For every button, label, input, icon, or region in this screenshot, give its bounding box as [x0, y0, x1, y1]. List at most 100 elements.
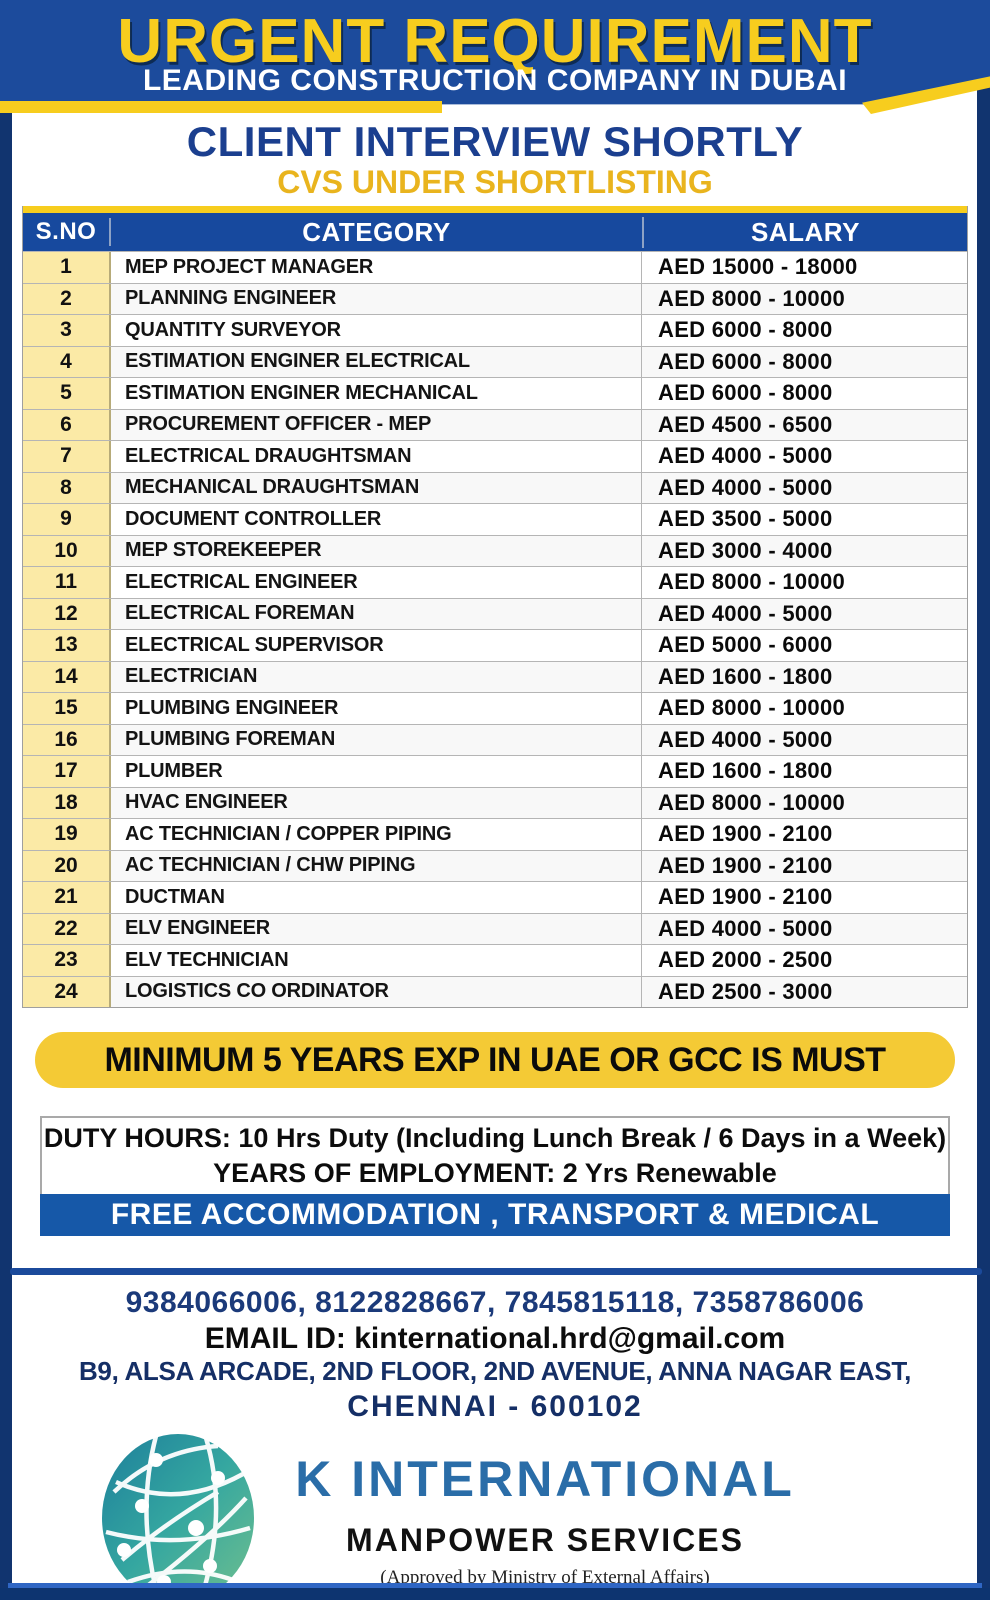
row-salary: AED 4000 - 5000: [658, 474, 833, 500]
row-category: PROCUREMENT OFFICER - MEP: [111, 409, 642, 440]
row-category: QUANTITY SURVEYOR: [111, 315, 642, 346]
poster-title: URGENT REQUIREMENT: [117, 7, 873, 76]
row-category: ESTIMATION ENGINER MECHANICAL: [111, 378, 642, 409]
table-row: 15 PLUMBING ENGINEER AED 8000 - 10000: [23, 692, 967, 724]
duty-hours-label: DUTY HOURS:: [43, 1123, 231, 1153]
row-salary: AED 8000 - 10000: [658, 695, 846, 721]
table-row: 14 ELECTRICIAN AED 1600 - 1800: [23, 660, 967, 692]
row-salary: AED 4000 - 5000: [658, 915, 833, 941]
table-header-row: S.NO CATEGORY SALARY: [23, 213, 967, 251]
row-salary: AED 4000 - 5000: [658, 726, 833, 752]
bottom-border: [0, 1588, 990, 1600]
row-category: DOCUMENT CONTROLLER: [111, 504, 642, 535]
table-row: 16 PLUMBING FOREMAN AED 4000 - 5000: [23, 723, 967, 755]
table-row: 23 ELV TECHNICIAN AED 2000 - 2500: [23, 944, 967, 976]
row-salary: AED 6000 - 8000: [658, 317, 833, 343]
table-row: 12 ELECTRICAL FOREMAN AED 4000 - 5000: [23, 597, 967, 629]
row-sno: 2: [23, 283, 111, 314]
header-accent-stripe: [0, 101, 442, 113]
header-background: [0, 0, 990, 105]
row-category: AC TECHNICIAN / CHW PIPING: [111, 850, 642, 881]
row-sno: 17: [23, 756, 111, 787]
email-label: EMAIL ID:: [204, 1322, 355, 1355]
row-salary: AED 2000 - 2500: [658, 947, 833, 973]
row-sno: 23: [23, 945, 111, 976]
row-sno: 14: [23, 661, 111, 692]
employment-value: 2 Yrs Renewable: [555, 1158, 777, 1188]
row-salary: AED 6000 - 8000: [658, 348, 833, 374]
job-table-body: 1 MEP PROJECT MANAGER AED 15000 - 18000 2 PL…: [23, 251, 967, 1007]
row-salary: AED 2500 - 3000: [658, 978, 833, 1004]
poster-subtitle: LEADING CONSTRUCTION COMPANY IN DUBAI: [142, 64, 848, 97]
row-salary: AED 4000 - 5000: [658, 600, 833, 626]
table-row: 8 MECHANICAL DRAUGHTSMAN AED 4000 - 5000: [23, 471, 967, 503]
duty-hours-box: DUTY HOURS: 10 Hrs Duty (Including Lunch…: [40, 1116, 950, 1194]
footer-branding: K INTERNATIONAL MANPOWER SERVICES (Appro…: [265, 1450, 825, 1589]
row-sno: 4: [23, 346, 111, 377]
row-sno: 5: [23, 378, 111, 409]
cvs-line: CVS UNDER SHORTLISTING: [277, 164, 713, 200]
row-salary: AED 5000 - 6000: [658, 632, 833, 658]
bottom-accent-line: [8, 1583, 982, 1588]
column-header-sno: S.NO: [23, 218, 111, 246]
row-salary: AED 1900 - 2100: [658, 852, 833, 878]
experience-banner: MINIMUM 5 YEARS EXP IN UAE OR GCC IS MUS…: [35, 1032, 955, 1088]
row-sno: 21: [23, 882, 111, 913]
interview-line: CLIENT INTERVIEW SHORTLY: [186, 118, 804, 165]
row-salary: AED 1600 - 1800: [658, 663, 833, 689]
table-row: 13 ELECTRICAL SUPERVISOR AED 5000 - 6000: [23, 629, 967, 661]
address-line-2: CHENNAI - 600102: [347, 1390, 643, 1423]
row-sno: 10: [23, 535, 111, 566]
row-sno: 7: [23, 441, 111, 472]
table-row: 20 AC TECHNICIAN / CHW PIPING AED 1900 - 2…: [23, 849, 967, 881]
row-sno: 3: [23, 315, 111, 346]
email-address: kinternational.hrd@gmail.com: [354, 1322, 786, 1355]
row-sno: 24: [23, 976, 111, 1007]
table-row: 7 ELECTRICAL DRAUGHTSMAN AED 4000 - 5000: [23, 440, 967, 472]
row-sno: 8: [23, 472, 111, 503]
row-sno: 11: [23, 567, 111, 598]
row-category: MEP PROJECT MANAGER: [111, 252, 642, 283]
header-banner: URGENT REQUIREMENT LEADING CONSTRUCTION …: [0, 0, 990, 116]
section-divider: [10, 1268, 982, 1275]
row-salary: AED 1600 - 1800: [658, 758, 833, 784]
row-category: ELECTRICAL DRAUGHTSMAN: [111, 441, 642, 472]
row-category: PLUMBING ENGINEER: [111, 693, 642, 724]
table-row: 2 PLANNING ENGINEER AED 8000 - 10000: [23, 282, 967, 314]
row-category: HVAC ENGINEER: [111, 787, 642, 818]
row-category: ELV TECHNICIAN: [111, 945, 642, 976]
duty-hours-value: 10 Hrs Duty (Including Lunch Break / 6 D…: [230, 1123, 947, 1153]
row-salary: AED 4500 - 6500: [658, 411, 833, 437]
table-row: 18 HVAC ENGINEER AED 8000 - 10000: [23, 786, 967, 818]
row-sno: 12: [23, 598, 111, 629]
table-row: 3 QUANTITY SURVEYOR AED 6000 - 8000: [23, 314, 967, 346]
row-salary: AED 3500 - 5000: [658, 506, 833, 532]
row-salary: AED 8000 - 10000: [658, 569, 846, 595]
row-salary: AED 4000 - 5000: [658, 443, 833, 469]
row-salary: AED 6000 - 8000: [658, 380, 833, 406]
row-category: PLUMBING FOREMAN: [111, 724, 642, 755]
employment-line: YEARS OF EMPLOYMENT: 2 Yrs Renewable: [213, 1158, 777, 1189]
table-row: 17 PLUMBER AED 1600 - 1800: [23, 755, 967, 787]
table-row: 9 DOCUMENT CONTROLLER AED 3500 - 5000: [23, 503, 967, 535]
table-row: 11 ELECTRICAL ENGINEER AED 8000 - 10000: [23, 566, 967, 598]
table-row: 24 LOGISTICS CO ORDINATOR AED 2500 - 3000: [23, 975, 967, 1007]
row-category: AC TECHNICIAN / COPPER PIPING: [111, 819, 642, 850]
table-row: 4 ESTIMATION ENGINER ELECTRICAL AED 6000 -…: [23, 345, 967, 377]
row-category: ELV ENGINEER: [111, 913, 642, 944]
row-category: MECHANICAL DRAUGHTSMAN: [111, 472, 642, 503]
table-top-stripe: [23, 206, 967, 213]
row-sno: 16: [23, 724, 111, 755]
company-name: K INTERNATIONAL: [295, 1451, 795, 1507]
job-table: S.NO CATEGORY SALARY 1 MEP PROJECT MANAGE…: [22, 206, 968, 1008]
row-salary: AED 1900 - 2100: [658, 821, 833, 847]
table-row: 1 MEP PROJECT MANAGER AED 15000 - 18000: [23, 251, 967, 283]
column-header-salary: SALARY: [642, 216, 967, 248]
left-border: [0, 6, 12, 1600]
row-salary: AED 1900 - 2100: [658, 884, 833, 910]
row-sno: 9: [23, 504, 111, 535]
right-border: [977, 0, 990, 1600]
column-header-category: CATEGORY: [302, 216, 451, 247]
row-category: PLANNING ENGINEER: [111, 283, 642, 314]
row-salary: AED 15000 - 18000: [658, 254, 858, 280]
